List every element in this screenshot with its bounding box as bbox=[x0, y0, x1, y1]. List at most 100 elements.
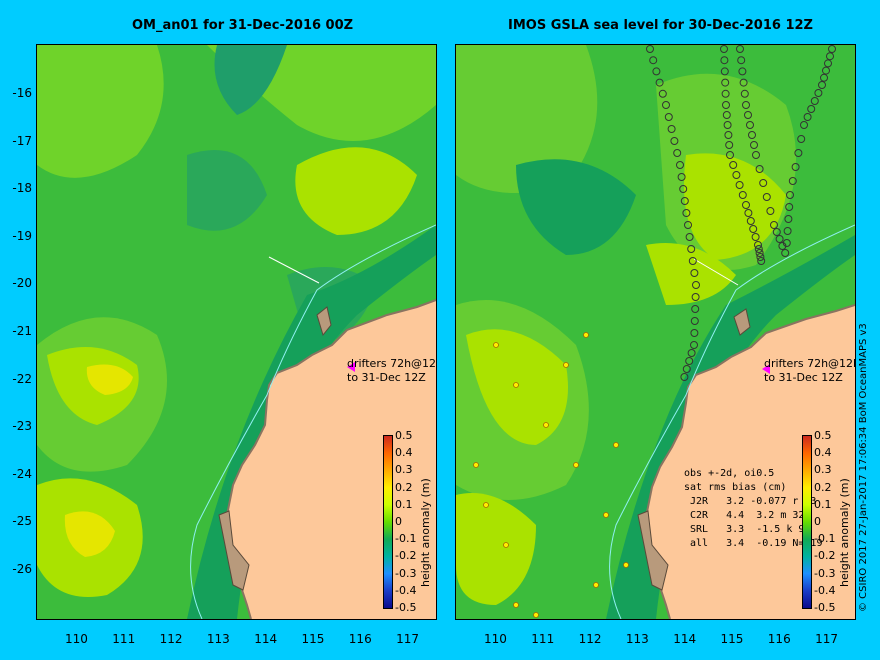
track-point bbox=[737, 56, 746, 65]
track-point bbox=[685, 233, 694, 241]
colorbar-tick: -0.2 bbox=[814, 549, 836, 563]
left-colorbar-label: height anomaly (m) bbox=[419, 478, 432, 587]
credit-text: © CSIRO 2017 27-Jan-2017 17:06:34 BoM Oc… bbox=[858, 323, 869, 612]
lat-tick: -24 bbox=[12, 466, 32, 481]
track-point bbox=[691, 305, 700, 313]
colorbar-tick: 0.3 bbox=[814, 463, 832, 477]
drifter-marker bbox=[762, 364, 770, 374]
peninsula bbox=[637, 510, 669, 591]
track-point bbox=[800, 121, 808, 129]
shelf-contour bbox=[190, 224, 436, 619]
obs-dot bbox=[493, 342, 499, 348]
obs-dot bbox=[513, 382, 519, 388]
track-point bbox=[756, 253, 765, 261]
track-point bbox=[750, 141, 758, 149]
colorbar-tick: 0.3 bbox=[395, 463, 413, 477]
track-point bbox=[688, 257, 697, 265]
right-colorbar-label: height anomaly (m) bbox=[838, 478, 851, 587]
lon-tick: 111 bbox=[531, 632, 555, 646]
track-point bbox=[720, 45, 728, 53]
lon-tick: 112 bbox=[159, 632, 183, 646]
track-point bbox=[749, 225, 758, 233]
track-point bbox=[772, 228, 781, 236]
lat-tick: -23 bbox=[12, 419, 32, 434]
lat-tick: -16 bbox=[12, 86, 32, 100]
track-point bbox=[744, 111, 752, 119]
colorbar-tick: 0.2 bbox=[395, 480, 413, 494]
track-point bbox=[781, 249, 790, 257]
colorbar-tick: -0.4 bbox=[395, 583, 417, 597]
obs-dot bbox=[543, 422, 549, 428]
track-point bbox=[652, 67, 661, 76]
colorbar-tick: 0.5 bbox=[814, 429, 832, 442]
left-panel-title: OM_an01 for 31-Dec-2016 00Z bbox=[132, 18, 354, 33]
lat-tick: -20 bbox=[12, 276, 32, 291]
track-point bbox=[662, 101, 670, 109]
track-point bbox=[720, 67, 729, 76]
lon-tick: 115 bbox=[301, 632, 325, 646]
track-point bbox=[687, 349, 696, 357]
track-point bbox=[755, 249, 764, 257]
transect-line bbox=[693, 258, 739, 286]
track-point bbox=[797, 135, 806, 143]
colorbar-tick: 0.2 bbox=[814, 480, 832, 494]
track-point bbox=[690, 329, 699, 337]
lon-tick: 113 bbox=[625, 632, 649, 646]
track-point bbox=[649, 56, 658, 65]
colorbar-tick: 0.1 bbox=[395, 497, 413, 511]
track-point bbox=[807, 105, 816, 113]
track-point bbox=[786, 191, 794, 199]
track-point bbox=[814, 89, 823, 97]
obs-dot bbox=[503, 542, 509, 548]
colorbar-tick: -0.3 bbox=[395, 566, 417, 580]
colorbar-tick: -0.1 bbox=[814, 532, 836, 546]
shelf-contour bbox=[609, 224, 855, 619]
track-point bbox=[682, 365, 691, 373]
track-point bbox=[684, 221, 692, 229]
track-point bbox=[685, 357, 694, 365]
obs-dot bbox=[513, 602, 519, 608]
track-point bbox=[735, 181, 744, 189]
track-point bbox=[754, 245, 763, 253]
track-point bbox=[784, 215, 793, 223]
lon-tick: 117 bbox=[396, 632, 419, 646]
track-point bbox=[775, 235, 784, 243]
track-point bbox=[720, 56, 729, 65]
track-point bbox=[722, 111, 731, 119]
lat-tick: -26 bbox=[12, 562, 32, 576]
track-point bbox=[759, 179, 768, 187]
track-point bbox=[742, 201, 750, 209]
lon-tick: 115 bbox=[720, 632, 744, 646]
track-point bbox=[824, 59, 832, 68]
altimeter-track-markers bbox=[473, 45, 836, 618]
lat-tick: -22 bbox=[12, 371, 32, 386]
lat-tick: -25 bbox=[12, 514, 32, 529]
track-point bbox=[664, 113, 673, 121]
track-point bbox=[755, 165, 764, 173]
track-point bbox=[732, 171, 741, 179]
right-colorbar-ticks: 0.5 0.4 0.3 0.2 0.1 0 -0.1 -0.2 -0.3 -0.4 -0.5 bbox=[814, 429, 854, 614]
track-point bbox=[673, 149, 682, 157]
right-map-panel: drifters 72h@12h to 31-Dec 12Z obs +-2d, … bbox=[455, 44, 856, 620]
track-point bbox=[658, 89, 667, 98]
obs-dot bbox=[603, 512, 609, 518]
right-drifters-label: drifters 72h@12h to 31-Dec 12Z bbox=[764, 357, 856, 384]
obs-dot bbox=[583, 332, 589, 338]
left-map bbox=[37, 45, 436, 619]
track-point bbox=[724, 131, 733, 139]
track-point bbox=[770, 221, 778, 229]
track-point bbox=[785, 203, 794, 211]
track-point bbox=[738, 67, 747, 76]
left-colorbar bbox=[383, 435, 393, 609]
track-point bbox=[822, 66, 830, 75]
track-point bbox=[679, 185, 688, 193]
track-point bbox=[828, 45, 836, 53]
track-point bbox=[757, 257, 766, 265]
track-point bbox=[740, 89, 749, 98]
colorbar-tick: 0.4 bbox=[814, 446, 832, 460]
track-point bbox=[783, 227, 792, 235]
track-point bbox=[690, 317, 699, 325]
track-point bbox=[746, 217, 755, 225]
obs-dot bbox=[593, 582, 599, 588]
lon-tick: 116 bbox=[348, 632, 372, 646]
